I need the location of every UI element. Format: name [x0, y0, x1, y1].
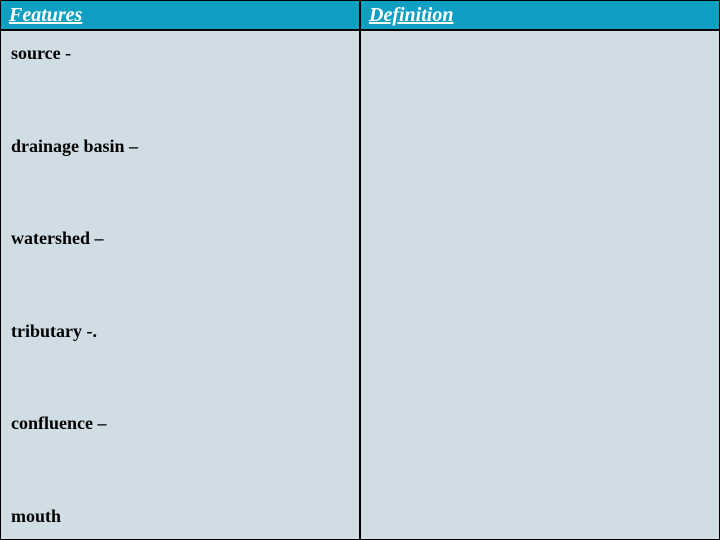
feature-item: tributary -. [11, 317, 349, 346]
definition-column [360, 30, 720, 540]
header-features: Features [0, 0, 360, 30]
table-header-row: Features Definition [0, 0, 720, 30]
features-column: source - drainage basin – watershed – tr… [0, 30, 360, 540]
feature-item: drainage basin – [11, 132, 349, 161]
header-definition: Definition [360, 0, 720, 30]
feature-item: confluence – [11, 409, 349, 438]
feature-item: source - [11, 39, 349, 68]
feature-item: watershed – [11, 224, 349, 253]
features-definition-table: Features Definition source - drainage ba… [0, 0, 720, 540]
table-body-row: source - drainage basin – watershed – tr… [0, 30, 720, 540]
feature-item: mouth [11, 502, 349, 531]
